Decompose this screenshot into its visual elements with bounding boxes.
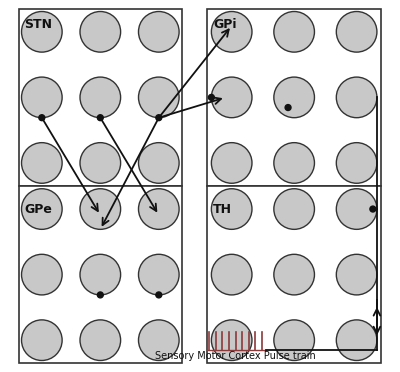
Circle shape xyxy=(80,142,121,183)
Circle shape xyxy=(274,254,314,295)
Circle shape xyxy=(80,320,121,360)
Circle shape xyxy=(22,189,62,230)
Circle shape xyxy=(138,320,179,360)
Circle shape xyxy=(80,12,121,52)
Circle shape xyxy=(97,115,103,121)
Circle shape xyxy=(208,94,214,100)
Circle shape xyxy=(285,105,291,110)
FancyBboxPatch shape xyxy=(19,9,182,186)
FancyBboxPatch shape xyxy=(207,186,381,363)
Circle shape xyxy=(22,320,62,360)
Circle shape xyxy=(80,77,121,118)
Circle shape xyxy=(138,12,179,52)
Circle shape xyxy=(274,189,314,230)
Circle shape xyxy=(274,77,314,118)
Circle shape xyxy=(22,254,62,295)
Text: GPe: GPe xyxy=(25,203,52,216)
Circle shape xyxy=(138,142,179,183)
Circle shape xyxy=(80,254,121,295)
Circle shape xyxy=(274,142,314,183)
Circle shape xyxy=(211,254,252,295)
Circle shape xyxy=(370,206,376,212)
Circle shape xyxy=(97,292,103,298)
Circle shape xyxy=(274,12,314,52)
Circle shape xyxy=(336,254,377,295)
Circle shape xyxy=(22,12,62,52)
Text: GPi: GPi xyxy=(213,18,236,31)
Circle shape xyxy=(138,77,179,118)
Circle shape xyxy=(211,320,252,360)
Circle shape xyxy=(336,142,377,183)
Circle shape xyxy=(156,292,162,298)
Circle shape xyxy=(22,142,62,183)
Circle shape xyxy=(336,189,377,230)
Circle shape xyxy=(156,115,162,121)
Circle shape xyxy=(22,77,62,118)
Circle shape xyxy=(211,77,252,118)
Text: STN: STN xyxy=(25,18,53,31)
Circle shape xyxy=(211,12,252,52)
Circle shape xyxy=(211,189,252,230)
Circle shape xyxy=(274,320,314,360)
Circle shape xyxy=(211,142,252,183)
Text: TH: TH xyxy=(213,203,232,216)
FancyBboxPatch shape xyxy=(207,9,381,186)
Circle shape xyxy=(336,77,377,118)
Circle shape xyxy=(336,12,377,52)
Circle shape xyxy=(39,115,45,121)
Circle shape xyxy=(138,254,179,295)
FancyBboxPatch shape xyxy=(19,186,182,363)
Circle shape xyxy=(138,189,179,230)
Circle shape xyxy=(80,189,121,230)
Text: Sensory Motor Cortex Pulse train: Sensory Motor Cortex Pulse train xyxy=(155,352,316,361)
Circle shape xyxy=(336,320,377,360)
